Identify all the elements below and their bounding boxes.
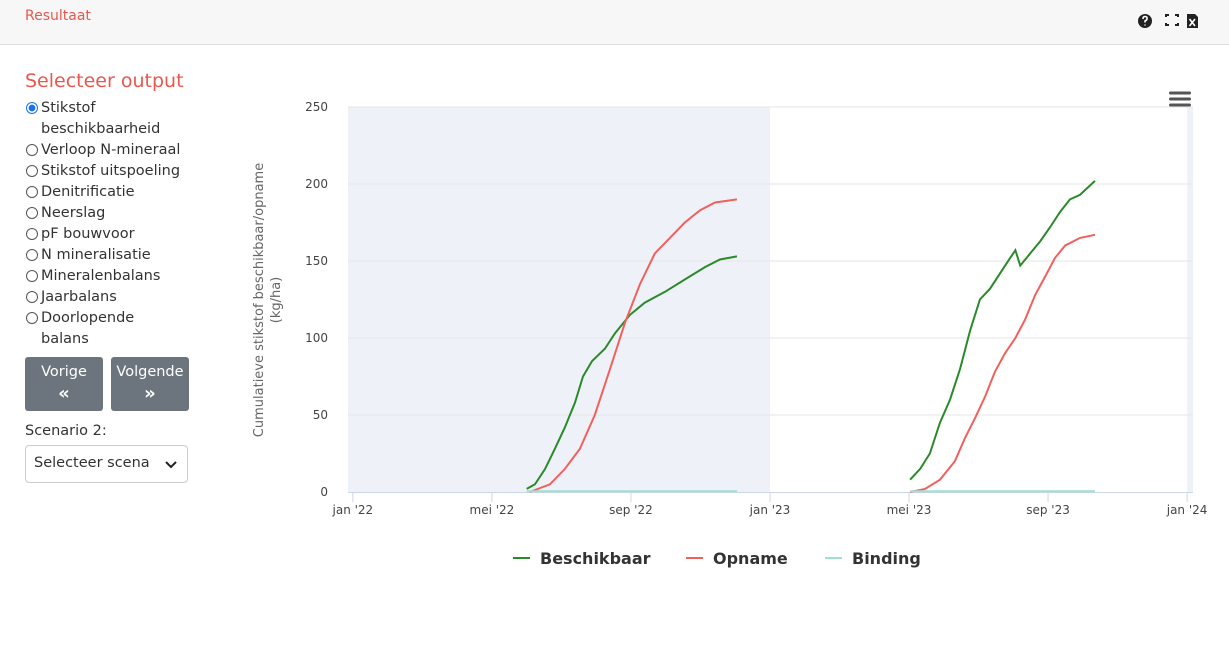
radio-label: Neerslag xyxy=(41,205,106,221)
menu-icon[interactable] xyxy=(1169,91,1191,95)
radio-label: Doorlopende balans xyxy=(41,310,135,347)
radio-button[interactable] xyxy=(26,165,38,177)
radio-option[interactable]: Mineralenbalans xyxy=(25,266,185,287)
legend-label[interactable]: Opname xyxy=(713,549,788,568)
radio-button[interactable] xyxy=(26,291,38,303)
legend-label[interactable]: Beschikbaar xyxy=(540,549,651,568)
x-tick-label: jan '23 xyxy=(749,503,791,517)
menu-icon[interactable] xyxy=(1169,97,1191,101)
option-list: Stikstof beschikbaarheid Verloop N-minera… xyxy=(25,98,195,350)
fullscreen-icon[interactable] xyxy=(1165,14,1179,26)
header-icons xyxy=(1138,14,1198,28)
button-label: Volgende xyxy=(116,364,184,380)
button-symbol: » xyxy=(144,383,156,404)
x-tick-label: jan '22 xyxy=(332,503,374,517)
series-line xyxy=(526,180,1096,490)
y-tick-label: 100 xyxy=(305,331,328,345)
radio-option[interactable]: Stikstof uitspoeling xyxy=(25,161,185,182)
radio-button[interactable] xyxy=(26,207,38,219)
plot-band xyxy=(348,107,770,492)
radio-label: Verloop N-mineraal xyxy=(41,142,181,158)
radio-label: Mineralenbalans xyxy=(41,268,161,284)
series-line xyxy=(529,198,1096,493)
radio-option[interactable]: Denitrificatie xyxy=(25,182,185,203)
radio-button[interactable] xyxy=(26,249,38,261)
radio-button[interactable] xyxy=(26,102,38,114)
y-axis-title-line: (kg/ha) xyxy=(269,277,284,324)
radio-button[interactable] xyxy=(26,144,38,156)
radio-option[interactable]: Jaarbalans xyxy=(25,287,185,308)
y-tick-label: 150 xyxy=(305,254,328,268)
radio-option[interactable]: N mineralisatie xyxy=(25,245,185,266)
nav-buttons: Vorige « Volgende » xyxy=(25,357,195,411)
y-tick-label: 250 xyxy=(305,100,328,114)
y-axis-title: Cumulatieve stikstof beschikbaar/opname(… xyxy=(252,163,284,437)
legend-label[interactable]: Binding xyxy=(852,549,921,568)
y-axis-title-line: Cumulatieve stikstof beschikbaar/opname xyxy=(252,163,267,437)
y-tick-label: 0 xyxy=(320,485,328,499)
header: Resultaat xyxy=(0,0,1229,45)
button-symbol: « xyxy=(58,383,70,404)
plot-band xyxy=(1187,107,1193,492)
menu-icon[interactable] xyxy=(1169,103,1191,107)
select-arrow xyxy=(165,461,177,469)
radio-label: pF bouwvoor xyxy=(41,226,135,242)
radio-option[interactable]: Doorlopende balans xyxy=(25,308,185,350)
radio-label: N mineralisatie xyxy=(41,247,151,263)
button-label: Vorige xyxy=(41,364,87,380)
scenario-label: Scenario 2: xyxy=(25,423,107,439)
radio-button[interactable] xyxy=(26,312,38,324)
select-text: Selecteer scena xyxy=(34,455,150,471)
sidebar: Selecteer output Stikstof beschikbaarhei… xyxy=(25,70,195,483)
radio-option[interactable]: Verloop N-mineraal xyxy=(25,140,185,161)
radio-label: Stikstof beschikbaarheid xyxy=(41,100,161,137)
radio-label: Jaarbalans xyxy=(41,289,117,305)
radio-option[interactable]: Neerslag xyxy=(25,203,185,224)
radio-button[interactable] xyxy=(26,270,38,282)
scenario-select[interactable]: Selecteer scena xyxy=(25,445,188,483)
radio-label: Denitrificatie xyxy=(41,184,135,200)
radio-button[interactable] xyxy=(26,186,38,198)
y-tick-label: 200 xyxy=(305,177,328,191)
nav-button[interactable]: Volgende » xyxy=(111,357,189,411)
sidebar-title: Selecteer output xyxy=(25,70,184,92)
radio-option[interactable]: pF bouwvoor xyxy=(25,224,185,245)
x-tick-label: jan '24 xyxy=(1166,503,1208,517)
radio-label: Stikstof uitspoeling xyxy=(41,163,181,179)
radio-option[interactable]: Stikstof beschikbaarheid xyxy=(25,98,185,140)
header-title: Resultaat xyxy=(25,8,91,24)
x-tick-label: mei '23 xyxy=(887,503,932,517)
x-tick-label: sep '22 xyxy=(609,503,653,517)
radio-button[interactable] xyxy=(26,228,38,240)
nav-button[interactable]: Vorige « xyxy=(25,357,103,411)
x-tick-label: sep '23 xyxy=(1026,503,1070,517)
x-tick-label: mei '22 xyxy=(470,503,515,517)
y-tick-label: 50 xyxy=(313,408,328,422)
